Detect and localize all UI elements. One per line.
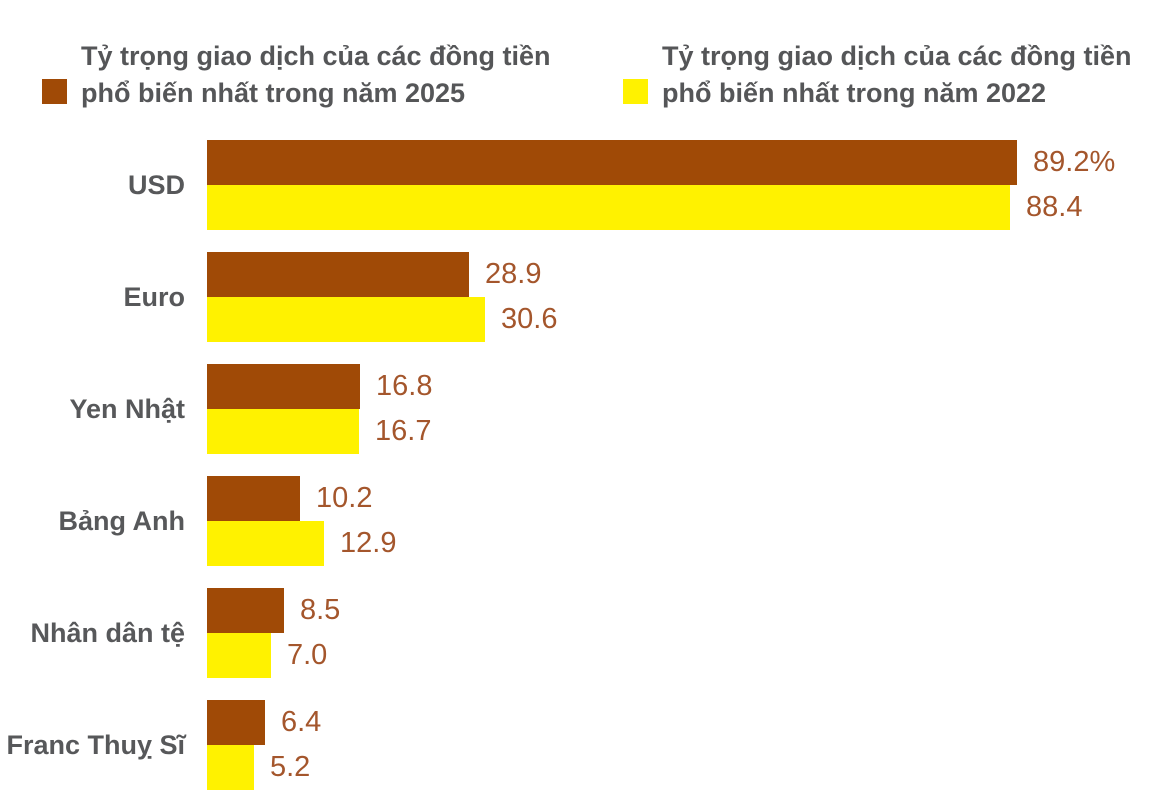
bar-group: 89.2% 88.4 <box>207 140 1168 230</box>
bar-value-2022: 16.7 <box>375 415 432 447</box>
legend-label-2025: Tỷ trọng giao dịch của các đồng tiền phổ… <box>81 41 551 108</box>
bar-2025 <box>207 476 300 521</box>
bar-line-2025: 8.5 <box>207 588 1168 633</box>
bar-value-2022: 5.2 <box>270 751 311 783</box>
chart: USD 89.2% 88.4 Euro 28.9 30.6 Yen Nhật 16.8 16.7… <box>0 140 1168 812</box>
chart-row: Euro 28.9 30.6 <box>0 252 1168 342</box>
bar-value-2022: 30.6 <box>501 303 558 335</box>
bar-group: 6.4 5.2 <box>207 700 1168 790</box>
bar-value-2025: 16.8 <box>376 370 433 402</box>
bar-2022 <box>207 633 271 678</box>
legend-item-2025: Tỷ trọng giao dịch của các đồng tiền phổ… <box>42 38 581 112</box>
bar-line-2022: 12.9 <box>207 521 1168 566</box>
bar-2025 <box>207 252 469 297</box>
bar-2025 <box>207 588 284 633</box>
bar-line-2022: 16.7 <box>207 409 1168 454</box>
legend-swatch-2022-icon <box>623 79 648 104</box>
bar-2025 <box>207 364 360 409</box>
bar-line-2022: 5.2 <box>207 745 1168 790</box>
bar-group: 16.8 16.7 <box>207 364 1168 454</box>
bar-group: 10.2 12.9 <box>207 476 1168 566</box>
bar-value-2025: 10.2 <box>316 482 373 514</box>
bar-value-2025: 89.2% <box>1033 146 1116 178</box>
bar-group: 8.5 7.0 <box>207 588 1168 678</box>
bar-line-2025: 10.2 <box>207 476 1168 521</box>
bar-line-2025: 89.2% <box>207 140 1168 185</box>
legend-item-2022: Tỷ trọng giao dịch của các đồng tiền phổ… <box>623 38 1162 112</box>
bar-line-2025: 16.8 <box>207 364 1168 409</box>
bar-line-2022: 7.0 <box>207 633 1168 678</box>
chart-row: USD 89.2% 88.4 <box>0 140 1168 230</box>
legend-swatch-2025-icon <box>42 79 67 104</box>
bar-2022 <box>207 409 359 454</box>
bar-2022 <box>207 521 324 566</box>
bar-value-2022: 7.0 <box>287 639 328 671</box>
bar-line-2022: 88.4 <box>207 185 1168 230</box>
bar-2025 <box>207 140 1017 185</box>
bar-value-2022: 12.9 <box>340 527 397 559</box>
bar-line-2025: 6.4 <box>207 700 1168 745</box>
bar-value-2022: 88.4 <box>1026 191 1083 223</box>
category-label: Yen Nhật <box>69 393 185 424</box>
bar-2022 <box>207 745 254 790</box>
bar-2025 <box>207 700 265 745</box>
chart-row: Yen Nhật 16.8 16.7 <box>0 364 1168 454</box>
bar-group: 28.9 30.6 <box>207 252 1168 342</box>
bar-line-2022: 30.6 <box>207 297 1168 342</box>
category-label: Euro <box>123 281 185 312</box>
bar-2022 <box>207 185 1010 230</box>
bar-line-2025: 28.9 <box>207 252 1168 297</box>
legend: Tỷ trọng giao dịch của các đồng tiền phổ… <box>0 38 1168 130</box>
bar-value-2025: 8.5 <box>300 594 341 626</box>
bar-value-2025: 6.4 <box>281 706 322 738</box>
category-label: Nhân dân tệ <box>30 617 185 648</box>
legend-label-2022: Tỷ trọng giao dịch của các đồng tiền phổ… <box>662 41 1132 108</box>
chart-row: Nhân dân tệ 8.5 7.0 <box>0 588 1168 678</box>
bar-2022 <box>207 297 485 342</box>
bar-value-2025: 28.9 <box>485 258 542 290</box>
chart-row: Bảng Anh 10.2 12.9 <box>0 476 1168 566</box>
chart-row: Franc Thuỵ Sĩ 6.4 5.2 <box>0 700 1168 790</box>
category-label: Franc Thuỵ Sĩ <box>6 729 185 760</box>
category-label: USD <box>127 169 185 200</box>
category-label: Bảng Anh <box>58 505 185 536</box>
